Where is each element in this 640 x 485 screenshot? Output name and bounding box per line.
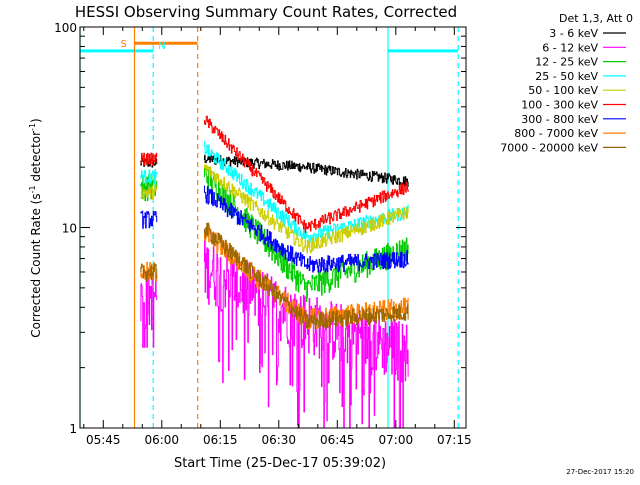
saa-flag-label: S xyxy=(120,39,126,50)
x-axis: 05:45 06:00 06:15 06:30 06:45 07:00 07:15 xyxy=(83,27,472,447)
legend-entry-label: 100 - 300 keV xyxy=(521,99,598,112)
x-tick-label: 06:15 xyxy=(203,433,238,447)
series-line xyxy=(203,240,409,428)
x-tick-label: 06:30 xyxy=(261,433,296,447)
y-axis-label-end: ) xyxy=(29,118,43,123)
x-axis-label: Start Time (25-Dec-17 05:39:02) xyxy=(174,456,386,471)
series-line xyxy=(203,185,409,273)
y-axis-label: Corrected Count Rate (s-1 detector-1) xyxy=(28,118,43,337)
y-axis-label-mid: detector xyxy=(29,131,43,186)
legend-header: Det 1,3, Att 0 xyxy=(559,12,633,25)
night-flag-label: N xyxy=(158,41,165,52)
x-tick-label: 05:45 xyxy=(86,433,121,447)
x-tick-label: 07:15 xyxy=(437,433,472,447)
series-line xyxy=(203,115,409,233)
date-stamp: 27-Dec-2017 15:20 xyxy=(566,468,634,476)
legend-entry-label: 50 - 100 keV xyxy=(528,84,598,97)
series-line xyxy=(203,153,409,187)
legend-entry-label: 800 - 7000 keV xyxy=(514,127,598,140)
y-axis-label-sup1: -1 xyxy=(28,185,37,193)
series-line xyxy=(203,164,409,254)
x-tick-label: 07:00 xyxy=(379,433,414,447)
series-line xyxy=(140,263,158,282)
legend-entry-label: 7000 - 20000 keV xyxy=(500,141,598,154)
legend-entry-label: 6 - 12 keV xyxy=(542,41,598,54)
series-line xyxy=(140,152,158,166)
y-axis: 1 10 100 xyxy=(54,21,466,436)
legend-entry-label: 12 - 25 keV xyxy=(535,56,598,69)
legend-entry-label: 25 - 50 keV xyxy=(535,70,598,83)
x-tick-label: 06:00 xyxy=(144,433,179,447)
chart-title: HESSI Observing Summary Count Rates, Cor… xyxy=(75,3,457,21)
legend-entry-label: 300 - 800 keV xyxy=(521,113,598,126)
x-tick-label: 06:45 xyxy=(320,433,355,447)
series-line xyxy=(140,210,158,229)
y-tick-label: 1 xyxy=(69,422,77,436)
y-axis-label-main: Corrected Count Rate (s xyxy=(29,193,43,337)
series-line xyxy=(203,222,409,330)
y-tick-label: 10 xyxy=(62,222,77,236)
series-line xyxy=(140,169,158,184)
legend-entry-label: 3 - 6 keV xyxy=(549,27,598,40)
series-line xyxy=(140,185,158,200)
y-axis-label-sup2: -1 xyxy=(28,123,37,131)
y-tick-label: 100 xyxy=(54,21,77,35)
series-lines xyxy=(140,115,409,428)
